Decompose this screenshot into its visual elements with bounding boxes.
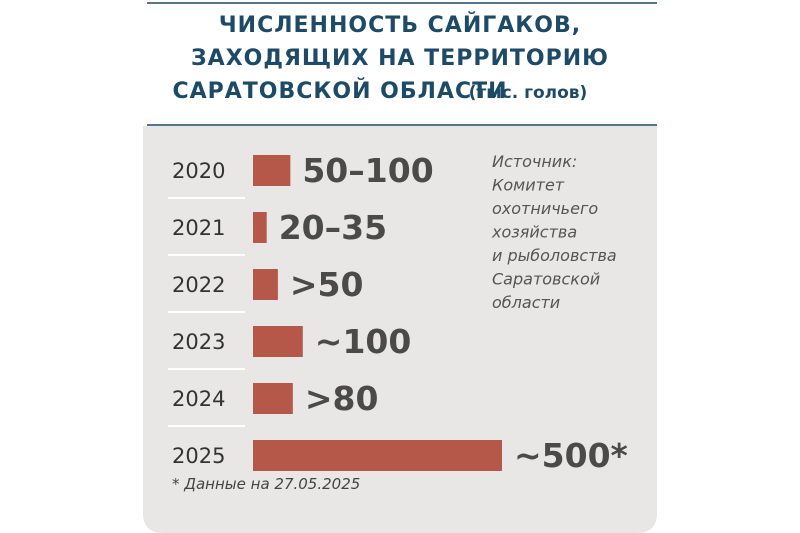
chart-title-line: ЧИСЛЕННОСТЬ САЙГАКОВ,: [219, 12, 581, 38]
panel: [143, 126, 657, 533]
bar: [253, 212, 267, 243]
value-label: ~100: [315, 322, 412, 361]
y-tick-label: 2025: [172, 444, 225, 468]
source-line: Саратовской: [492, 270, 600, 289]
chart-title-line: ЗАХОДЯЩИХ НА ТЕРРИТОРИЮ: [191, 46, 609, 71]
source-line: охотничьего: [492, 199, 598, 218]
bar: [253, 155, 291, 186]
source-line: Комитет: [492, 176, 565, 195]
value-label: ~500*: [514, 436, 628, 475]
value-label: >50: [290, 265, 364, 304]
bar: [253, 326, 303, 357]
chart-title-line: САРАТОВСКОЙ ОБЛАСТИ: [172, 78, 507, 104]
source-line: хозяйства: [491, 223, 577, 242]
source-line: Источник:: [492, 152, 577, 171]
source-line: области: [492, 293, 560, 312]
y-tick-label: 2022: [172, 273, 225, 297]
source-line: и рыболовства: [492, 246, 617, 265]
value-label: 50–100: [302, 151, 433, 190]
value-label: >80: [305, 379, 379, 418]
bar: [253, 383, 293, 414]
bar: [253, 440, 502, 471]
footnote: * Данные на 27.05.2025: [172, 475, 360, 493]
y-tick-label: 2021: [172, 216, 225, 240]
unit-label: (тыс. голов): [469, 83, 588, 103]
y-tick-label: 2023: [172, 330, 225, 354]
value-label: 20–35: [279, 208, 387, 247]
y-tick-label: 2020: [172, 159, 225, 183]
y-tick-label: 2024: [172, 387, 225, 411]
bar: [253, 269, 278, 300]
